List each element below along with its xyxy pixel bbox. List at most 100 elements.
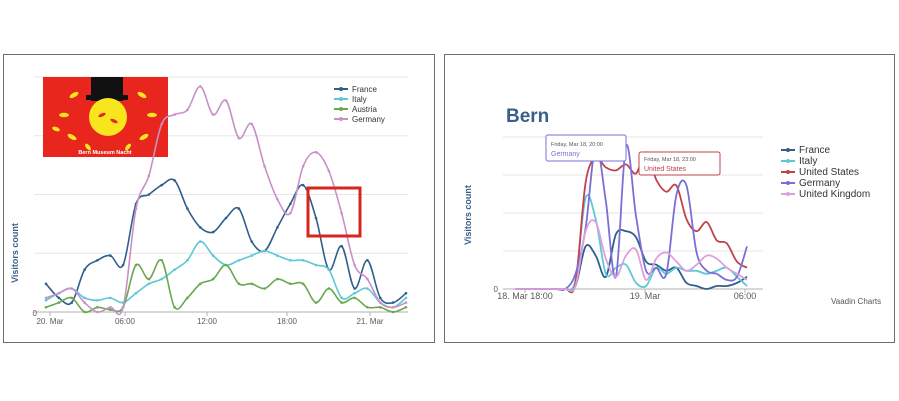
legend-marker xyxy=(786,181,790,185)
legend-label: Germany xyxy=(799,178,840,189)
data-point xyxy=(173,306,176,309)
legend-label: France xyxy=(799,145,831,156)
data-point xyxy=(186,259,189,262)
data-point xyxy=(289,202,292,206)
data-point xyxy=(121,263,125,267)
data-point xyxy=(109,254,112,257)
legend-item-france[interactable]: France xyxy=(781,145,831,156)
data-point xyxy=(147,277,151,281)
x-tick-label: 21. Mar xyxy=(356,317,383,326)
series-line-austria xyxy=(45,258,407,314)
data-point xyxy=(237,259,241,262)
x-tick-label: 06:00 xyxy=(115,317,136,326)
data-point xyxy=(276,226,279,229)
data-point xyxy=(57,301,61,304)
highlight-box xyxy=(306,186,362,238)
data-point xyxy=(96,259,99,262)
data-point xyxy=(211,254,215,257)
data-point xyxy=(276,254,279,257)
data-point xyxy=(147,193,151,196)
y-tick-label: 0 xyxy=(494,285,499,294)
legend-item-france[interactable]: France xyxy=(334,85,377,94)
x-tick-label: 20. Mar xyxy=(36,317,63,326)
data-point xyxy=(353,287,356,290)
data-point xyxy=(327,268,331,271)
legend-item-germany[interactable]: Germany xyxy=(334,115,385,124)
series-france xyxy=(515,228,748,291)
series-germany xyxy=(44,85,408,316)
y-tick-label: 0 xyxy=(33,309,38,318)
data-point xyxy=(96,306,99,309)
legend-marker xyxy=(339,87,343,91)
data-point xyxy=(250,254,253,257)
data-point xyxy=(134,291,138,295)
tooltip-header: Friday, Mar 18, 20:00 xyxy=(551,142,603,148)
series-italy xyxy=(515,194,748,291)
data-point xyxy=(391,306,395,309)
series-france xyxy=(44,178,408,306)
x-tick-label: 19. Mar xyxy=(630,291,661,301)
data-point xyxy=(289,282,292,286)
data-point xyxy=(109,306,112,309)
series-united-kingdom xyxy=(515,219,748,292)
data-point xyxy=(109,308,112,311)
data-point xyxy=(134,263,138,267)
series-line-france xyxy=(515,228,748,291)
data-point xyxy=(263,165,266,168)
data-point xyxy=(289,259,292,262)
x-tick-label: 18. Mar 18:00 xyxy=(497,291,553,301)
x-tick-label: 18:00 xyxy=(277,317,298,326)
tooltip-germany: Friday, Mar 18, 20:00 Germany xyxy=(545,134,627,162)
tooltip-series: Germany xyxy=(551,151,580,158)
legend-label: France xyxy=(352,85,377,94)
legend-item-austria[interactable]: Austria xyxy=(334,105,377,114)
data-point xyxy=(211,230,215,234)
data-point xyxy=(404,301,408,304)
data-point xyxy=(224,216,228,220)
data-point xyxy=(44,306,48,309)
legend-item-italy[interactable]: Italy xyxy=(781,156,817,167)
data-point xyxy=(160,259,163,262)
data-point xyxy=(211,277,215,281)
data-point xyxy=(70,301,73,304)
data-point xyxy=(301,282,305,286)
data-point xyxy=(237,207,241,210)
legend-item-united-states[interactable]: United States xyxy=(781,167,859,178)
data-point xyxy=(340,296,344,300)
y-axis-label: Visitors count xyxy=(463,185,473,245)
legend-item-italy[interactable]: Italy xyxy=(334,95,367,104)
chart-title: Bern xyxy=(506,106,549,127)
data-point xyxy=(353,291,356,295)
data-point xyxy=(314,301,318,304)
legend-marker xyxy=(339,107,343,111)
legend-item-germany[interactable]: Germany xyxy=(781,178,840,189)
legend-label: Austria xyxy=(352,105,377,114)
data-point xyxy=(134,207,138,210)
legend-marker xyxy=(339,97,343,101)
legend-marker xyxy=(339,117,343,121)
data-point xyxy=(366,259,369,262)
data-point xyxy=(250,122,253,126)
legend-label: Italy xyxy=(352,95,367,104)
data-point xyxy=(44,296,48,300)
sun-spots xyxy=(98,112,118,124)
data-point xyxy=(327,287,331,290)
data-point xyxy=(173,113,176,116)
x-tick-label: 06:00 xyxy=(734,291,757,301)
data-point xyxy=(147,282,151,286)
data-point xyxy=(404,296,408,300)
data-point xyxy=(173,268,176,271)
data-point xyxy=(404,306,408,309)
data-point xyxy=(224,99,228,102)
y-axis-label: Visitors count xyxy=(10,223,20,283)
data-point xyxy=(276,277,279,281)
legend-label: United Kingdom xyxy=(799,189,870,200)
data-point xyxy=(301,165,305,168)
legend-label: Italy xyxy=(799,156,817,167)
data-point xyxy=(199,85,202,88)
legend-item-united-kingdom[interactable]: United Kingdom xyxy=(781,189,870,200)
data-point xyxy=(353,263,356,267)
data-point xyxy=(160,277,163,281)
data-point xyxy=(237,136,241,140)
